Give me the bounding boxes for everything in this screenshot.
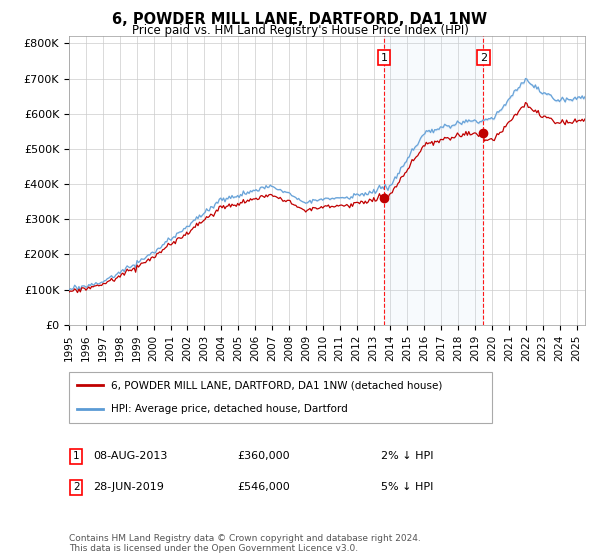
Text: 28-JUN-2019: 28-JUN-2019 (93, 482, 164, 492)
Text: 2: 2 (480, 53, 487, 63)
Text: 2% ↓ HPI: 2% ↓ HPI (381, 451, 433, 461)
Text: 1: 1 (73, 451, 80, 461)
Text: £360,000: £360,000 (237, 451, 290, 461)
Text: HPI: Average price, detached house, Dartford: HPI: Average price, detached house, Dart… (112, 404, 348, 414)
Text: 1: 1 (380, 53, 388, 63)
Text: 5% ↓ HPI: 5% ↓ HPI (381, 482, 433, 492)
Text: 08-AUG-2013: 08-AUG-2013 (93, 451, 167, 461)
Text: £546,000: £546,000 (237, 482, 290, 492)
Text: 6, POWDER MILL LANE, DARTFORD, DA1 1NW (detached house): 6, POWDER MILL LANE, DARTFORD, DA1 1NW (… (112, 380, 443, 390)
Text: Contains HM Land Registry data © Crown copyright and database right 2024.
This d: Contains HM Land Registry data © Crown c… (69, 534, 421, 553)
Bar (384, 36, 484, 325)
Text: Price paid vs. HM Land Registry's House Price Index (HPI): Price paid vs. HM Land Registry's House … (131, 24, 469, 36)
Text: 2: 2 (73, 482, 80, 492)
Text: 6, POWDER MILL LANE, DARTFORD, DA1 1NW: 6, POWDER MILL LANE, DARTFORD, DA1 1NW (112, 12, 488, 27)
FancyBboxPatch shape (69, 372, 492, 423)
